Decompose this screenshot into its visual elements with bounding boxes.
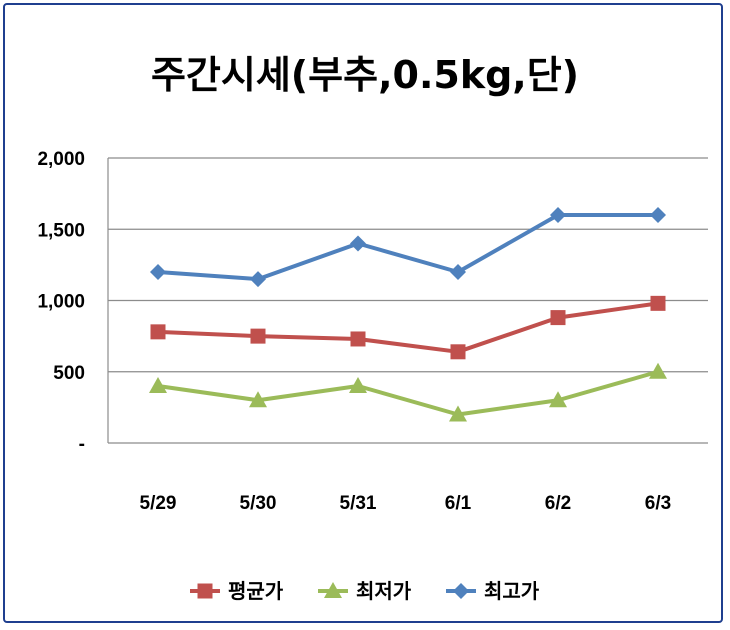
x-tick-label: 5/31 [340, 493, 377, 514]
data-point [349, 377, 367, 393]
y-axis: - 500 1,000 1,500 2,000 [37, 149, 109, 455]
x-axis: 5/29 5/30 5/31 6/1 6/2 6/3 [140, 493, 672, 514]
data-point [450, 264, 466, 280]
data-point [649, 362, 667, 379]
legend: 평균가 최저가 최고가 [190, 579, 540, 603]
x-tick-label: 5/29 [140, 493, 177, 514]
chart-title: 주간시세(부추,0.5kg,단) [151, 53, 579, 97]
series-line [157, 301, 659, 354]
data-point [150, 324, 166, 340]
data-point [250, 328, 266, 344]
data-point [449, 405, 467, 422]
legend-label: 최저가 [356, 579, 412, 603]
legend-item: 최저가 [318, 579, 412, 603]
data-point [549, 391, 567, 408]
data-point [450, 344, 466, 360]
data-point [650, 295, 666, 311]
x-tick-label: 6/2 [545, 493, 571, 514]
data-point [350, 331, 366, 347]
y-tick-label: - [79, 434, 85, 455]
data-point [350, 235, 366, 252]
data-point [550, 207, 566, 223]
series-square [150, 295, 666, 360]
data-point [650, 207, 666, 223]
data-point [250, 271, 266, 288]
legend-label: 평균가 [228, 579, 284, 603]
series-diamond [150, 207, 666, 288]
series-line [157, 369, 659, 417]
data-point [149, 377, 167, 393]
legend-marker [324, 582, 342, 598]
y-tick-label: 1,000 [37, 292, 85, 313]
legend-item: 최고가 [446, 579, 540, 603]
data-point [249, 391, 267, 408]
x-tick-label: 6/3 [645, 493, 671, 514]
y-tick-label: 2,000 [37, 149, 85, 170]
series-triangle [149, 362, 667, 422]
legend-marker [453, 583, 469, 599]
x-tick-label: 5/30 [240, 493, 277, 514]
data-point [550, 310, 566, 326]
x-tick-label: 6/1 [445, 493, 472, 514]
series-line [157, 213, 658, 282]
series-layer [149, 207, 667, 422]
y-tick-label: 1,500 [37, 220, 85, 241]
legend-item: 평균가 [190, 579, 284, 603]
y-tick-label: 500 [53, 363, 85, 384]
data-point [150, 264, 166, 280]
legend-marker [197, 583, 213, 599]
gridlines [108, 157, 708, 444]
legend-label: 최고가 [484, 579, 540, 603]
